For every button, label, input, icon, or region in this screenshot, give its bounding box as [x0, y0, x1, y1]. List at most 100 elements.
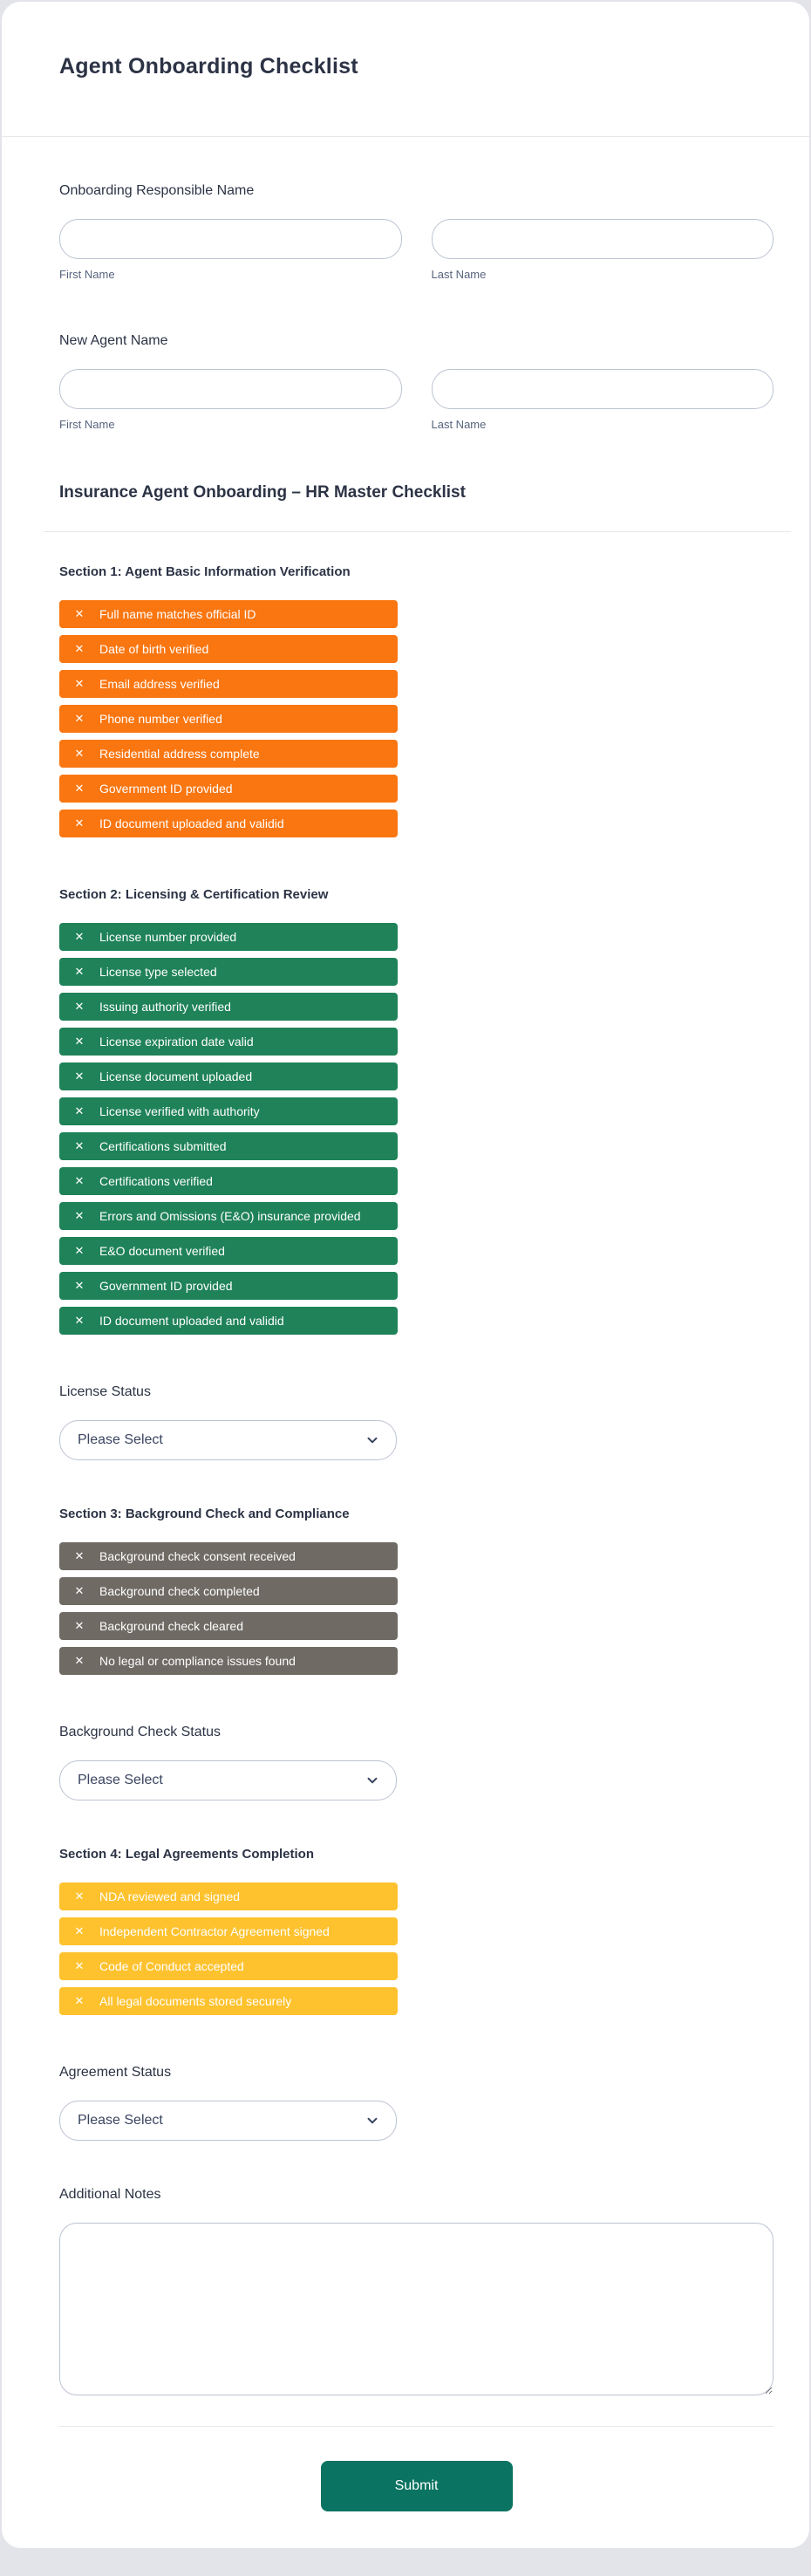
tag-label: License expiration date valid [99, 1035, 254, 1049]
tag-label: License document uploaded [99, 1069, 253, 1083]
license-status-select[interactable]: Please Select [59, 1420, 397, 1460]
remove-icon[interactable]: ✕ [74, 1619, 85, 1632]
remove-icon[interactable]: ✕ [74, 1139, 85, 1152]
checklist-tag[interactable]: ✕ NDA reviewed and signed [59, 1882, 398, 1910]
submit-bar: Submit [59, 2426, 774, 2548]
checklist-tag[interactable]: ✕ ID document uploaded and validid [59, 1307, 398, 1335]
checklist-tag[interactable]: ✕ Background check cleared [59, 1612, 398, 1640]
checklist-tag[interactable]: ✕ Certifications submitted [59, 1132, 398, 1160]
responsible-last-name-input[interactable] [431, 219, 774, 259]
tag-label: Background check completed [99, 1584, 260, 1598]
checklist-tag[interactable]: ✕ Date of birth verified [59, 635, 398, 663]
checklist-tag[interactable]: ✕ Issuing authority verified [59, 993, 398, 1021]
section-3-tag-list: ✕ Background check consent received ✕ Ba… [59, 1542, 398, 1675]
checklist-tag[interactable]: ✕ Email address verified [59, 670, 398, 698]
select-value: Please Select [78, 1773, 163, 1787]
tag-label: No legal or compliance issues found [99, 1654, 296, 1668]
responsible-last-name-col: Last Name [431, 219, 774, 282]
tag-label: Independent Contractor Agreement signed [99, 1924, 330, 1938]
remove-icon[interactable]: ✕ [74, 1104, 85, 1117]
chevron-down-icon [365, 1432, 380, 1448]
checklist-tag[interactable]: ✕ License document uploaded [59, 1063, 398, 1090]
background-check-status-label: Background Check Status [59, 1725, 221, 1739]
remove-icon[interactable]: ✕ [74, 712, 85, 725]
form-title: Agent Onboarding Checklist [59, 54, 358, 79]
checklist-tag[interactable]: ✕ Phone number verified [59, 705, 398, 733]
tag-label: ID document uploaded and validid [99, 1314, 284, 1328]
background-check-status-select[interactable]: Please Select [59, 1760, 397, 1800]
remove-icon[interactable]: ✕ [74, 747, 85, 760]
responsible-first-name-col: First Name [59, 219, 402, 282]
checklist-tag[interactable]: ✕ ID document uploaded and validid [59, 810, 398, 837]
remove-icon[interactable]: ✕ [74, 782, 85, 795]
tag-label: All legal documents stored securely [99, 1994, 292, 2008]
checklist-tag[interactable]: ✕ Government ID provided [59, 775, 398, 803]
new-agent-last-name-input[interactable] [431, 369, 774, 409]
checklist-tag[interactable]: ✕ Code of Conduct accepted [59, 1952, 398, 1980]
checklist-tag[interactable]: ✕ Residential address complete [59, 740, 398, 768]
section-3-title: Section 3: Background Check and Complian… [59, 1507, 350, 1521]
section-2-tag-list: ✕ License number provided ✕ License type… [59, 923, 398, 1335]
remove-icon[interactable]: ✕ [74, 1959, 85, 1972]
agreement-status-select[interactable]: Please Select [59, 2101, 397, 2141]
checklist-tag[interactable]: ✕ Errors and Omissions (E&O) insurance p… [59, 1202, 398, 1230]
remove-icon[interactable]: ✕ [74, 1924, 85, 1937]
submit-button[interactable]: Submit [320, 2461, 513, 2511]
first-name-sublabel: First Name [59, 418, 115, 431]
new-agent-name-field: New Agent Name First Name Last Name [59, 332, 774, 432]
checklist-tag[interactable]: ✕ No legal or compliance issues found [59, 1647, 398, 1675]
checklist-heading: Insurance Agent Onboarding – HR Master C… [59, 483, 466, 502]
checklist-tag[interactable]: ✕ Background check completed [59, 1577, 398, 1605]
remove-icon[interactable]: ✕ [74, 1314, 85, 1327]
remove-icon[interactable]: ✕ [74, 1174, 85, 1187]
checklist-tag[interactable]: ✕ Independent Contractor Agreement signe… [59, 1917, 398, 1945]
tag-label: License verified with authority [99, 1104, 260, 1118]
checklist-tag[interactable]: ✕ Certifications verified [59, 1167, 398, 1195]
tag-label: Residential address complete [99, 747, 260, 761]
submit-divider [59, 2426, 774, 2427]
remove-icon[interactable]: ✕ [74, 1000, 85, 1013]
tag-label: Government ID provided [99, 782, 233, 796]
last-name-sublabel: Last Name [431, 418, 487, 431]
checklist-tag[interactable]: ✕ Government ID provided [59, 1272, 398, 1300]
remove-icon[interactable]: ✕ [74, 1549, 85, 1562]
remove-icon[interactable]: ✕ [74, 1584, 85, 1597]
remove-icon[interactable]: ✕ [74, 607, 85, 620]
remove-icon[interactable]: ✕ [74, 1889, 85, 1903]
checklist-tag[interactable]: ✕ E&O document verified [59, 1237, 398, 1265]
checklist-tag[interactable]: ✕ Background check consent received [59, 1542, 398, 1570]
remove-icon[interactable]: ✕ [74, 930, 85, 943]
tag-label: NDA reviewed and signed [99, 1889, 241, 1903]
remove-icon[interactable]: ✕ [74, 1069, 85, 1083]
agreement-status-field: Agreement Status Please Select [59, 2064, 774, 2141]
remove-icon[interactable]: ✕ [74, 1209, 85, 1222]
remove-icon[interactable]: ✕ [74, 1654, 85, 1667]
additional-notes-textarea[interactable] [59, 2223, 774, 2395]
section-4-title: Section 4: Legal Agreements Completion [59, 1847, 314, 1862]
new-agent-name-grid: First Name Last Name [59, 369, 774, 432]
checklist-tag[interactable]: ✕ License expiration date valid [59, 1028, 398, 1056]
responsible-first-name-input[interactable] [59, 219, 402, 259]
new-agent-first-name-input[interactable] [59, 369, 402, 409]
remove-icon[interactable]: ✕ [74, 642, 85, 655]
remove-icon[interactable]: ✕ [74, 1994, 85, 2007]
checklist-tag[interactable]: ✕ License verified with authority [59, 1097, 398, 1125]
checklist-tag[interactable]: ✕ License number provided [59, 923, 398, 951]
remove-icon[interactable]: ✕ [74, 1279, 85, 1292]
checklist-tag[interactable]: ✕ License type selected [59, 958, 398, 986]
remove-icon[interactable]: ✕ [74, 1244, 85, 1257]
tag-label: Background check consent received [99, 1549, 296, 1563]
additional-notes-label: Additional Notes [59, 2187, 161, 2202]
remove-icon[interactable]: ✕ [74, 1035, 85, 1048]
section-4-tag-list: ✕ NDA reviewed and signed ✕ Independent … [59, 1882, 398, 2015]
remove-icon[interactable]: ✕ [74, 817, 85, 830]
checklist-tag[interactable]: ✕ All legal documents stored securely [59, 1987, 398, 2015]
tag-label: Issuing authority verified [99, 1000, 231, 1014]
checklist-section-3: Section 3: Background Check and Complian… [59, 1506, 774, 1675]
remove-icon[interactable]: ✕ [74, 677, 85, 690]
background-check-status-field: Background Check Status Please Select [59, 1724, 774, 1800]
tag-label: Full name matches official ID [99, 607, 256, 621]
remove-icon[interactable]: ✕ [74, 965, 85, 978]
checklist-tag[interactable]: ✕ Full name matches official ID [59, 600, 398, 628]
